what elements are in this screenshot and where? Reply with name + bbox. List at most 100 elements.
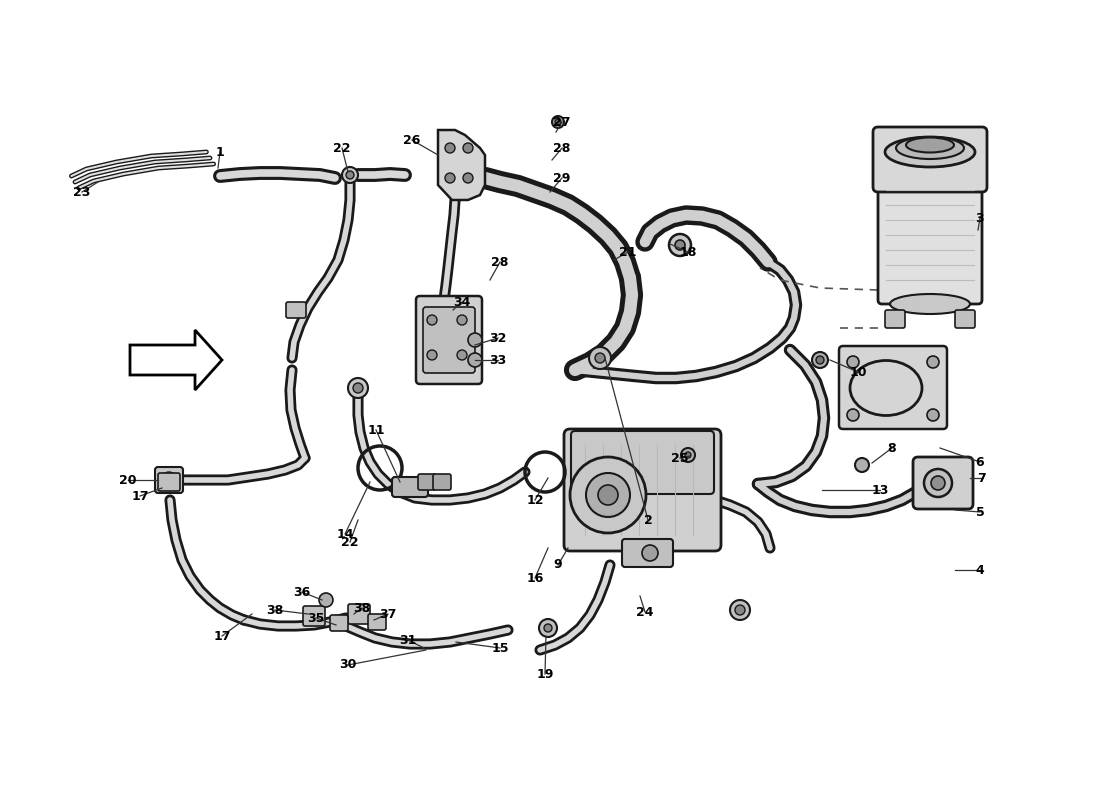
Circle shape	[463, 173, 473, 183]
Circle shape	[348, 378, 369, 398]
Text: 7: 7	[978, 471, 987, 485]
Circle shape	[847, 356, 859, 368]
Circle shape	[544, 624, 552, 632]
Circle shape	[468, 353, 482, 367]
Circle shape	[446, 173, 455, 183]
Text: 1: 1	[216, 146, 224, 158]
Ellipse shape	[890, 294, 970, 314]
Text: 13: 13	[871, 483, 889, 497]
Text: 28: 28	[553, 142, 571, 154]
Circle shape	[588, 347, 610, 369]
FancyBboxPatch shape	[433, 474, 451, 490]
Text: 36: 36	[294, 586, 310, 598]
Circle shape	[556, 119, 561, 125]
FancyBboxPatch shape	[416, 296, 482, 384]
Circle shape	[927, 356, 939, 368]
Text: 17: 17	[213, 630, 231, 642]
Circle shape	[342, 167, 358, 183]
FancyBboxPatch shape	[564, 429, 721, 551]
Text: 19: 19	[537, 667, 553, 681]
Text: 24: 24	[636, 606, 653, 618]
Polygon shape	[438, 130, 485, 200]
Circle shape	[539, 619, 557, 637]
Text: 28: 28	[492, 255, 508, 269]
FancyBboxPatch shape	[886, 310, 905, 328]
Text: 16: 16	[526, 571, 543, 585]
Circle shape	[847, 409, 859, 421]
Text: 38: 38	[266, 603, 284, 617]
Circle shape	[319, 593, 333, 607]
Text: 33: 33	[490, 354, 507, 366]
FancyBboxPatch shape	[368, 614, 386, 630]
Circle shape	[586, 473, 630, 517]
FancyBboxPatch shape	[348, 604, 370, 624]
Text: 23: 23	[74, 186, 90, 198]
Text: 15: 15	[492, 642, 508, 654]
Circle shape	[730, 600, 750, 620]
Text: 22: 22	[333, 142, 351, 154]
Text: 29: 29	[553, 171, 571, 185]
FancyBboxPatch shape	[571, 431, 714, 494]
Circle shape	[346, 171, 354, 179]
Text: 2: 2	[644, 514, 652, 526]
Circle shape	[669, 234, 691, 256]
FancyBboxPatch shape	[621, 539, 673, 567]
Text: 32: 32	[490, 331, 507, 345]
FancyBboxPatch shape	[839, 346, 947, 429]
Circle shape	[468, 333, 482, 347]
Text: 27: 27	[553, 115, 571, 129]
Ellipse shape	[906, 138, 954, 153]
Text: 18: 18	[680, 246, 696, 258]
Text: 35: 35	[307, 611, 324, 625]
Text: 22: 22	[341, 535, 359, 549]
FancyBboxPatch shape	[955, 310, 975, 328]
Circle shape	[816, 356, 824, 364]
Circle shape	[446, 143, 455, 153]
FancyBboxPatch shape	[873, 127, 987, 192]
FancyBboxPatch shape	[330, 615, 348, 631]
FancyBboxPatch shape	[878, 166, 982, 304]
Text: 25: 25	[671, 451, 689, 465]
Ellipse shape	[896, 137, 964, 159]
Text: 9: 9	[553, 558, 562, 571]
Circle shape	[735, 605, 745, 615]
Circle shape	[427, 315, 437, 325]
Circle shape	[685, 452, 691, 458]
FancyBboxPatch shape	[286, 302, 306, 318]
Text: 38: 38	[353, 602, 371, 614]
Text: 37: 37	[379, 607, 397, 621]
Circle shape	[681, 448, 695, 462]
Circle shape	[570, 457, 646, 533]
Circle shape	[161, 472, 177, 488]
Text: 12: 12	[526, 494, 543, 506]
FancyBboxPatch shape	[302, 606, 324, 626]
Circle shape	[595, 353, 605, 363]
Text: 3: 3	[976, 211, 984, 225]
Circle shape	[927, 409, 939, 421]
Circle shape	[924, 469, 952, 497]
Circle shape	[931, 476, 945, 490]
Text: 17: 17	[131, 490, 149, 502]
Polygon shape	[130, 330, 222, 390]
Circle shape	[598, 485, 618, 505]
Circle shape	[456, 350, 468, 360]
Circle shape	[855, 458, 869, 472]
Ellipse shape	[886, 137, 975, 167]
Circle shape	[642, 545, 658, 561]
Circle shape	[463, 143, 473, 153]
Text: 26: 26	[404, 134, 420, 146]
FancyBboxPatch shape	[155, 467, 183, 493]
FancyBboxPatch shape	[913, 457, 974, 509]
Text: 8: 8	[888, 442, 896, 454]
FancyBboxPatch shape	[424, 307, 475, 373]
Text: 6: 6	[976, 455, 984, 469]
Text: 5: 5	[976, 506, 984, 518]
Text: 31: 31	[399, 634, 417, 646]
Text: 34: 34	[453, 295, 471, 309]
FancyBboxPatch shape	[418, 474, 436, 490]
Circle shape	[427, 350, 437, 360]
Text: 14: 14	[337, 527, 354, 541]
FancyBboxPatch shape	[158, 473, 180, 491]
Text: 11: 11	[367, 423, 385, 437]
FancyBboxPatch shape	[392, 477, 428, 497]
